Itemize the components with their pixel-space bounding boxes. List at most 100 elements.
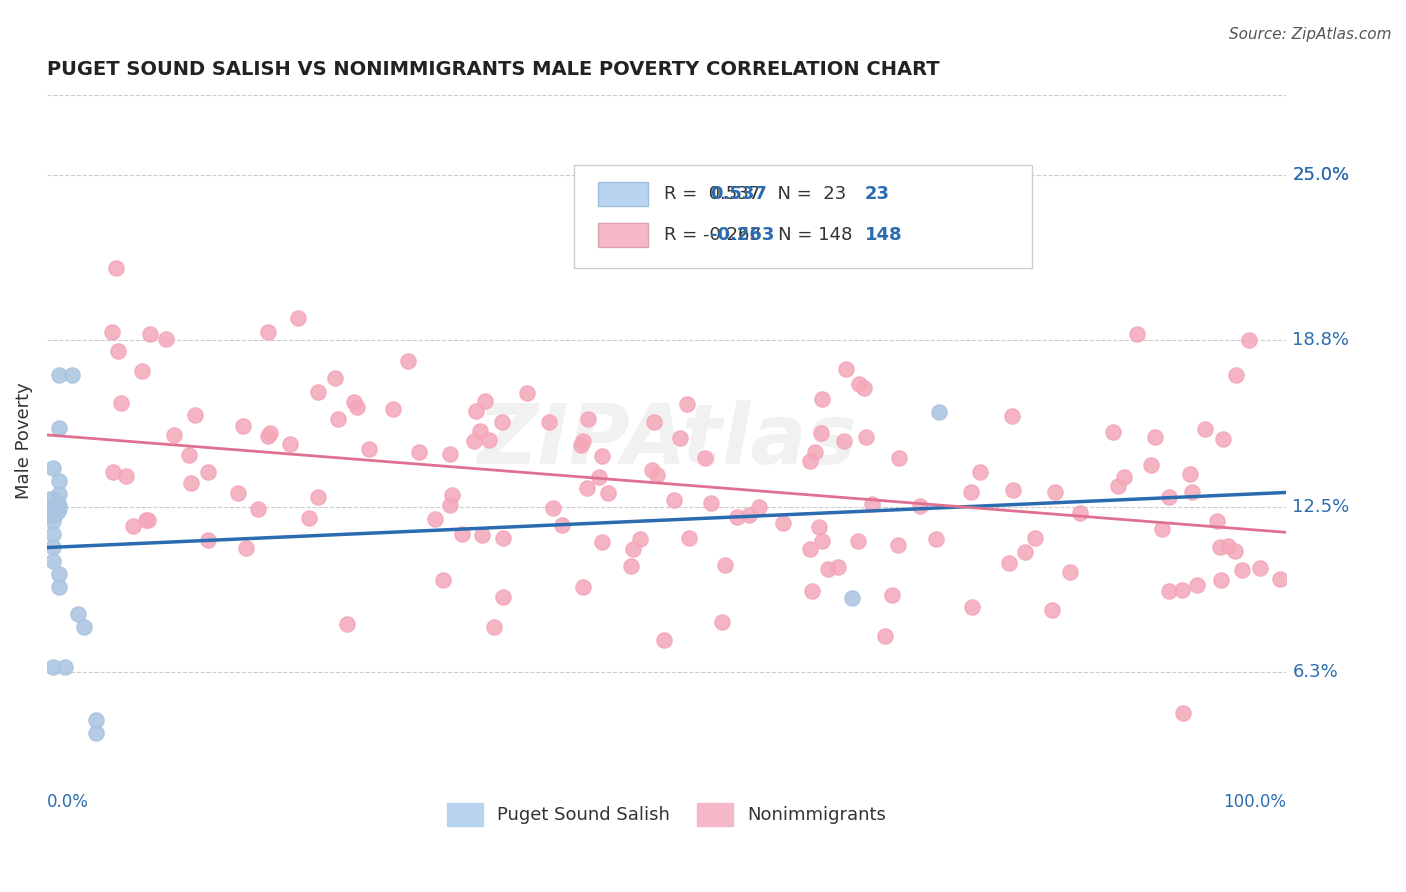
Point — [801, 584, 824, 599]
Point — [115, 469, 138, 483]
Point — [808, 520, 831, 534]
Point — [1194, 422, 1216, 436]
Point — [628, 532, 651, 546]
Point — [39, 500, 62, 515]
Point — [960, 600, 983, 615]
Point — [42, 527, 65, 541]
Point — [232, 418, 254, 433]
Point — [1107, 478, 1129, 492]
Point — [139, 327, 162, 342]
Point — [1002, 483, 1025, 498]
Point — [48, 487, 70, 501]
Point — [42, 514, 65, 528]
Point — [122, 518, 145, 533]
Point — [1143, 430, 1166, 444]
Point — [346, 400, 368, 414]
Point — [107, 344, 129, 359]
Point — [48, 420, 70, 434]
Point — [678, 532, 700, 546]
Point — [408, 445, 430, 459]
Point — [572, 580, 595, 594]
Point — [811, 534, 834, 549]
Point — [711, 615, 734, 629]
Text: 12.5%: 12.5% — [1292, 499, 1350, 516]
Point — [960, 484, 983, 499]
Point — [652, 633, 675, 648]
Point — [42, 541, 65, 555]
Point — [382, 402, 405, 417]
Legend: Puget Sound Salish, Nonimmigrants: Puget Sound Salish, Nonimmigrants — [439, 797, 894, 833]
Point — [396, 354, 419, 368]
Point — [1024, 531, 1046, 545]
Point — [1043, 485, 1066, 500]
Point — [471, 527, 494, 541]
Point — [623, 541, 645, 556]
Point — [848, 377, 870, 392]
Point — [1014, 545, 1036, 559]
Point — [886, 538, 908, 552]
Point — [287, 311, 309, 326]
Point — [875, 629, 897, 643]
Point — [669, 431, 692, 445]
Point — [700, 496, 723, 510]
Point — [846, 534, 869, 549]
Point — [298, 511, 321, 525]
Point — [1237, 333, 1260, 347]
Point — [645, 468, 668, 483]
Point — [1225, 543, 1247, 558]
Point — [928, 405, 950, 419]
Point — [48, 368, 70, 382]
Text: ZIPAtlas: ZIPAtlas — [477, 401, 856, 482]
Point — [1212, 432, 1234, 446]
Point — [799, 453, 821, 467]
Point — [136, 513, 159, 527]
Point — [925, 532, 948, 546]
Point — [465, 404, 488, 418]
Text: PUGET SOUND SALISH VS NONIMMIGRANTS MALE POVERTY CORRELATION CHART: PUGET SOUND SALISH VS NONIMMIGRANTS MALE… — [46, 60, 939, 78]
Point — [197, 465, 219, 479]
Point — [48, 474, 70, 488]
Point — [197, 533, 219, 548]
Point — [1181, 484, 1204, 499]
Point — [1171, 583, 1194, 598]
Point — [101, 465, 124, 479]
Bar — [599, 182, 648, 206]
Point — [738, 508, 761, 522]
Point — [1001, 409, 1024, 423]
FancyBboxPatch shape — [574, 164, 1032, 268]
Point — [484, 619, 506, 633]
Point — [55, 660, 77, 674]
Point — [226, 485, 249, 500]
Point — [60, 368, 83, 382]
Point — [478, 433, 501, 447]
Point — [357, 442, 380, 456]
Text: 6.3%: 6.3% — [1292, 663, 1339, 681]
Point — [591, 449, 613, 463]
Point — [180, 475, 202, 490]
Point — [492, 531, 515, 545]
Point — [135, 513, 157, 527]
Text: 0.0%: 0.0% — [46, 793, 89, 812]
Point — [246, 501, 269, 516]
Point — [42, 500, 65, 515]
Point — [432, 573, 454, 587]
Point — [1114, 470, 1136, 484]
Point — [326, 412, 349, 426]
Point — [257, 429, 280, 443]
Point — [42, 553, 65, 567]
Point — [1140, 458, 1163, 472]
Text: 25.0%: 25.0% — [1292, 166, 1350, 184]
Point — [908, 499, 931, 513]
Point — [541, 501, 564, 516]
Point — [853, 381, 876, 395]
Point — [620, 559, 643, 574]
Point — [463, 434, 485, 449]
Point — [880, 588, 903, 602]
Point — [1209, 573, 1232, 587]
Point — [48, 500, 70, 515]
Text: 100.0%: 100.0% — [1223, 793, 1286, 812]
Bar — [599, 223, 648, 247]
Point — [42, 660, 65, 674]
Point — [810, 426, 832, 441]
Text: -0.263: -0.263 — [710, 226, 775, 244]
